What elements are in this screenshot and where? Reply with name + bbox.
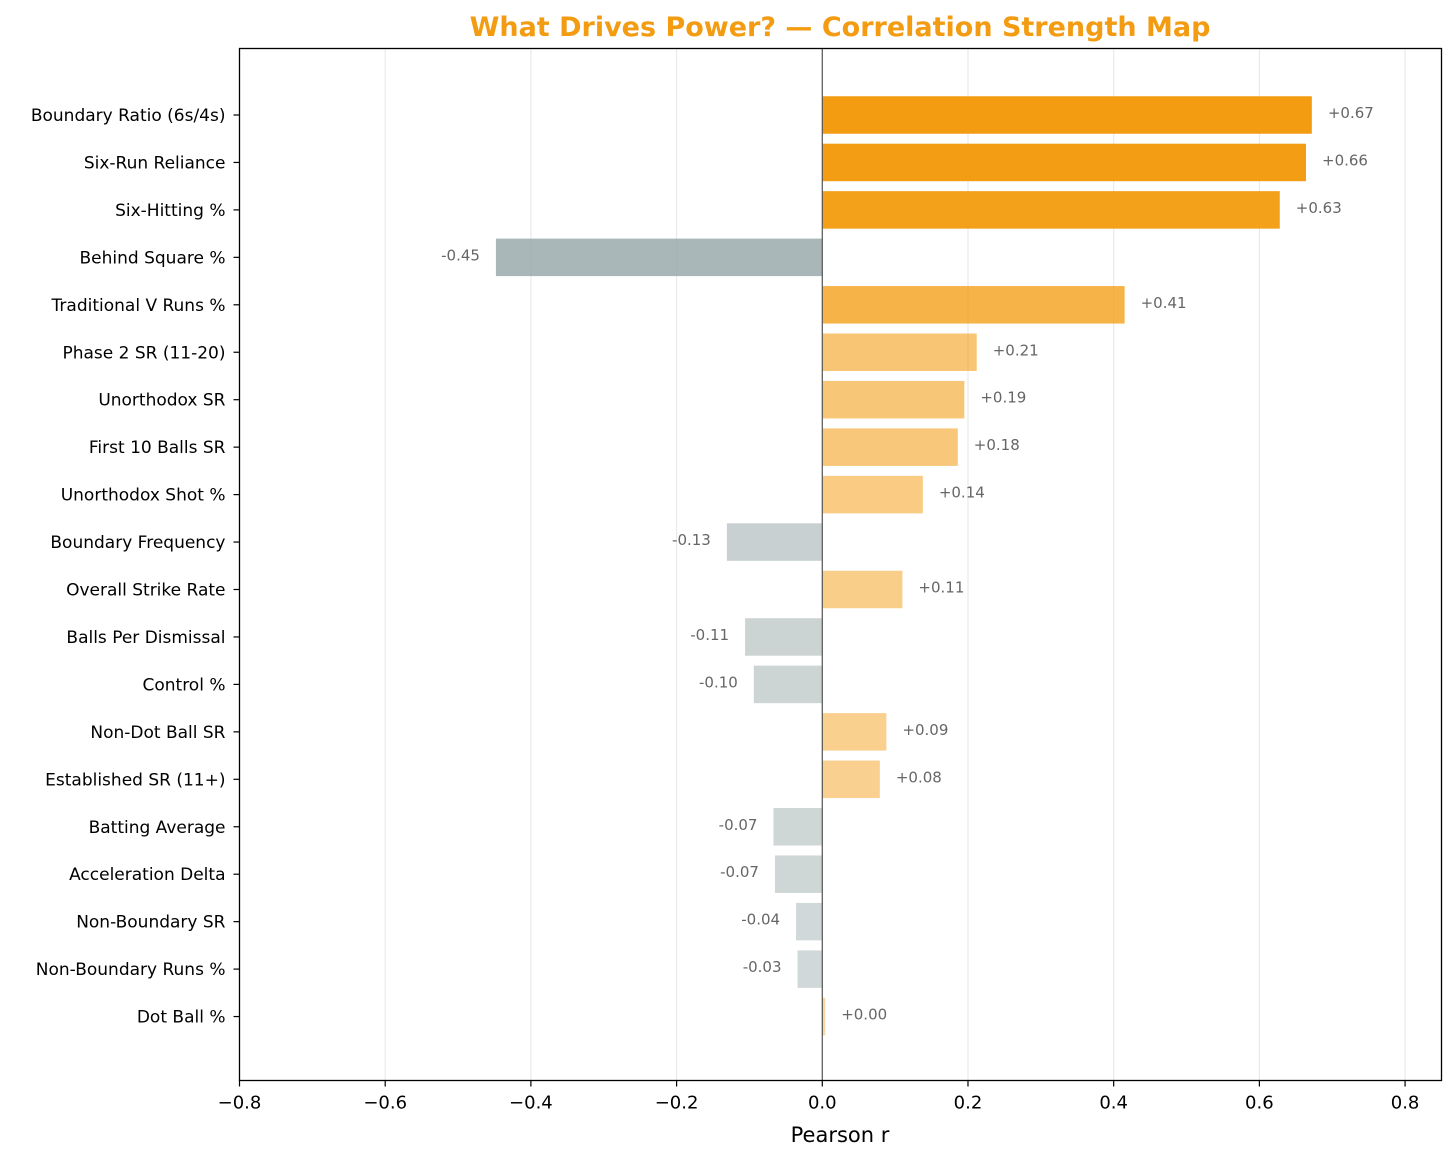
bar (726, 523, 823, 561)
value-label: -0.11 (690, 626, 729, 644)
value-label: +0.18 (974, 436, 1020, 454)
value-label: +0.41 (1141, 294, 1187, 312)
bar (822, 96, 1312, 134)
category-label: Non-Dot Ball SR (90, 723, 225, 743)
bar (745, 618, 823, 656)
category-label: Control % (142, 675, 225, 695)
category-label: Non-Boundary Runs % (36, 960, 226, 980)
bar (822, 428, 958, 466)
bar (822, 713, 887, 751)
category-label: Balls Per Dismissal (66, 628, 225, 648)
bar (822, 380, 965, 419)
value-label: +0.08 (896, 768, 942, 786)
category-label: First 10 Balls SR (89, 438, 226, 458)
value-label: -0.13 (672, 531, 711, 549)
bar (822, 760, 880, 799)
bar (797, 950, 823, 988)
bar (822, 997, 826, 1036)
bar (822, 143, 1307, 182)
category-label: Non-Boundary SR (76, 913, 225, 933)
bar (822, 333, 977, 371)
value-label: +0.19 (980, 389, 1026, 407)
value-label: +0.09 (902, 721, 948, 739)
value-label: +0.21 (993, 341, 1039, 359)
category-label: Phase 2 SR (11-20) (62, 343, 225, 363)
value-label: +0.14 (939, 484, 985, 502)
value-label: +0.00 (841, 1006, 887, 1024)
bar (495, 238, 823, 277)
x-tick-label: −0.6 (363, 1093, 407, 1114)
x-tick-label: −0.8 (218, 1093, 262, 1114)
value-label: -0.04 (741, 911, 780, 929)
value-label: -0.07 (720, 863, 759, 881)
chart-title: What Drives Power? — Correlation Strengt… (470, 12, 1211, 43)
bar (822, 286, 1125, 324)
value-label: +0.63 (1296, 199, 1342, 217)
category-label: Overall Strike Rate (66, 581, 225, 601)
category-label: Batting Average (89, 818, 226, 838)
plot-frame (238, 47, 1443, 1082)
value-label: -0.03 (743, 958, 782, 976)
category-label: Established SR (11+) (45, 770, 225, 790)
value-label: +0.66 (1322, 151, 1368, 169)
bar (796, 902, 823, 941)
value-label: -0.10 (699, 673, 738, 691)
bars: +0.67 +0.66 +0.63 -0.45 +0.41 +0.21 +0.19 +0.18… (441, 96, 1374, 1036)
bar (753, 665, 823, 704)
value-label: -0.07 (719, 816, 758, 834)
y-axis: Boundary Ratio (6s/4s) Six-Run Reliance Si… (31, 106, 240, 1028)
bar (822, 475, 923, 514)
bar (822, 570, 903, 609)
category-label: Boundary Frequency (50, 533, 225, 553)
category-label: Unorthodox SR (98, 391, 225, 411)
category-label: Behind Square % (80, 248, 226, 268)
x-tick-label: 0.6 (1245, 1093, 1274, 1114)
value-label: -0.45 (441, 246, 480, 264)
x-tick-label: −0.2 (655, 1093, 699, 1114)
category-label: Six-Run Reliance (84, 153, 226, 173)
bar (822, 191, 1280, 229)
category-label: Acceleration Delta (69, 865, 225, 885)
value-label: +0.67 (1328, 104, 1374, 122)
x-tick-label: 0.0 (808, 1093, 837, 1114)
x-axis-label: Pearson r (791, 1123, 890, 1147)
x-axis: −0.8 −0.6 −0.4 −0.2 0.0 0.2 0.4 0.6 0.8 (218, 1080, 1420, 1114)
x-tick-label: 0.4 (1099, 1093, 1128, 1114)
category-label: Boundary Ratio (6s/4s) (31, 106, 226, 126)
category-label: Traditional V Runs % (51, 296, 226, 316)
bar (774, 855, 823, 893)
value-label: +0.11 (918, 579, 964, 597)
category-label: Unorthodox Shot % (61, 486, 226, 506)
bar (773, 808, 823, 846)
category-label: Dot Ball % (137, 1008, 226, 1028)
x-tick-label: −0.4 (509, 1093, 553, 1114)
x-tick-label: 0.2 (954, 1093, 983, 1114)
category-label: Six-Hitting % (115, 201, 225, 221)
x-tick-label: 0.8 (1391, 1093, 1420, 1114)
